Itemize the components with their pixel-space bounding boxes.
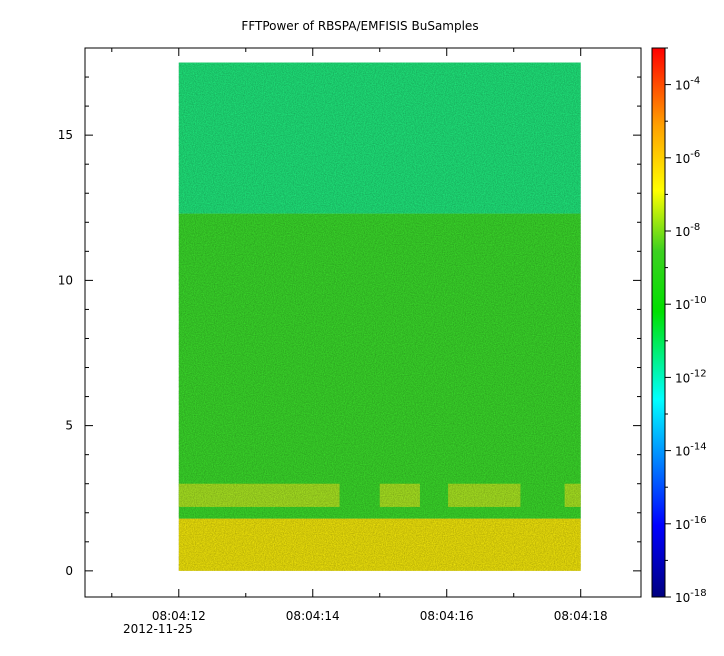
x-tick-label: 08:04:18 <box>554 609 608 623</box>
y-axis: 0 5 10 15 <box>58 76 641 578</box>
colorbar-axis: 10-18 10-16 10-14 10-12 10-10 10-8 10-6 10-4 <box>665 47 707 605</box>
colorbar-tick-label: 10-6 <box>675 149 700 166</box>
y-tick-label: 10 <box>58 273 73 287</box>
x-date-label: 2012-11-25 <box>123 622 193 636</box>
colorbar-tick-label: 10-18 <box>675 588 707 605</box>
colorbar-tick-label: 10-8 <box>675 222 700 239</box>
colorbar <box>651 47 666 598</box>
colorbar-tick-label: 10-16 <box>675 515 707 532</box>
x-axis: 08:04:12 08:04:14 08:04:16 08:04:18 <box>111 48 608 623</box>
colorbar-tick-label: 10-14 <box>675 442 707 459</box>
colorbar-tick-label: 10-10 <box>675 295 707 312</box>
colorbar-tick-label: 10-12 <box>675 368 707 385</box>
y-tick-label: 0 <box>65 564 73 578</box>
colorbar-tick-label: 10-4 <box>675 76 700 93</box>
x-tick-label: 08:04:16 <box>420 609 474 623</box>
chart-title: FFTPower of RBSPA/EMFISIS BuSamples <box>241 19 478 33</box>
x-tick-label: 08:04:12 <box>152 609 206 623</box>
y-tick-label: 5 <box>65 419 73 433</box>
x-tick-label: 08:04:14 <box>286 609 340 623</box>
spectrogram-texture <box>178 62 581 571</box>
y-tick-label: 15 <box>58 128 73 142</box>
